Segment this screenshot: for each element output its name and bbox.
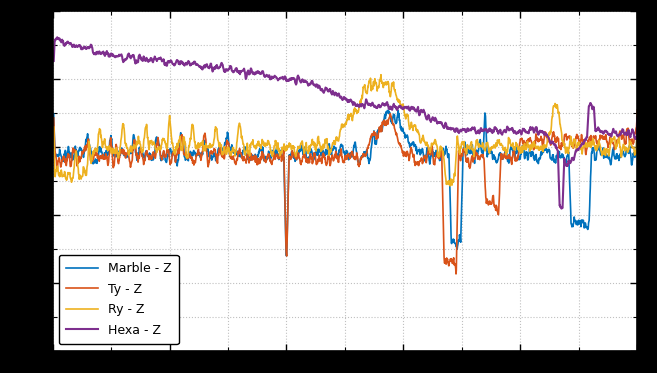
Marble - Z [617,152,625,157]
Ty - Z [633,108,641,112]
Marble - Z [334,154,342,159]
Line: Hexa - Z: Hexa - Z [54,37,637,209]
Ty - Z [452,272,460,276]
Hexa - Z [319,87,327,92]
Ry - Z [617,153,625,157]
Marble - Z [319,148,327,153]
Marble - Z [50,112,58,116]
Hexa - Z [80,46,88,50]
Ry - Z [617,149,625,154]
Marble - Z [283,254,290,258]
Ry - Z [377,72,385,77]
Marble - Z [79,155,87,160]
Hexa - Z [334,92,342,97]
Ry - Z [633,116,641,120]
Marble - Z [617,155,625,160]
Ty - Z [318,158,326,163]
Line: Ty - Z: Ty - Z [54,110,637,274]
Ty - Z [510,150,518,154]
Hexa - Z [617,131,625,136]
Line: Ry - Z: Ry - Z [54,75,637,186]
Line: Marble - Z: Marble - Z [54,110,637,256]
Ry - Z [318,144,326,148]
Ry - Z [50,125,58,129]
Ty - Z [50,116,58,120]
Ty - Z [616,130,624,134]
Hexa - Z [617,132,625,137]
Ty - Z [617,132,625,137]
Hexa - Z [558,206,566,211]
Marble - Z [510,149,518,154]
Marble - Z [633,119,641,123]
Ry - Z [446,184,454,188]
Ty - Z [79,149,87,154]
Marble - Z [394,108,402,113]
Legend: Marble - Z, Ty - Z, Ry - Z, Hexa - Z: Marble - Z, Ty - Z, Ry - Z, Hexa - Z [59,255,179,344]
Ry - Z [334,138,342,142]
Ty - Z [334,154,342,159]
Hexa - Z [633,116,641,120]
Hexa - Z [53,35,61,40]
Hexa - Z [510,128,518,133]
Hexa - Z [50,59,58,63]
Ry - Z [79,164,87,169]
Ry - Z [510,147,518,152]
